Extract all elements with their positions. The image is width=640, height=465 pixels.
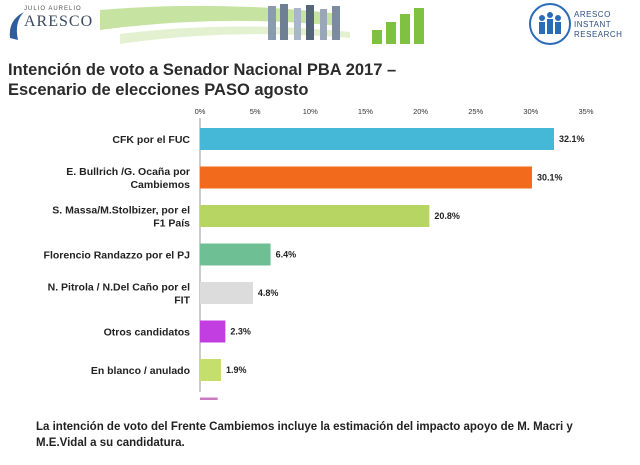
data-label: 6.4% [276,250,297,260]
data-label: 32.1% [559,134,585,144]
category-label: En blanco / anulado [91,365,190,377]
bar [200,243,271,266]
x-tick-label: 30% [523,107,538,116]
logo-right-line3: RESEARCH [574,30,623,39]
category-label: E. Bullrich /G. Ocaña por [66,166,190,178]
swoosh-icon [9,12,24,40]
instant-research-logo: ARESCO INSTANT RESEARCH [528,2,634,46]
x-tick-label: 20% [413,107,428,116]
chart-title: Intención de voto a Senador Nacional PBA… [8,60,568,100]
bar [200,359,221,381]
category-label: Otros candidatos [104,327,191,339]
category-label: F1 País [153,218,190,230]
bar-chart: 0% 5% 10% 15% 20% 25% 30% 35% 32.1% CFK por el FU… [44,107,594,400]
bar [200,205,430,227]
footnote: La intención de voto del Frente Cambiemo… [36,421,573,449]
category-label: Florencio Randazzo por el PJ [44,250,191,262]
chart-title-line1: Intención de voto a Senador Nacional PBA… [8,61,397,79]
category-label: CFK por el FUC [112,134,190,146]
x-tick-label: 10% [303,107,318,116]
people-circle-icon [529,3,571,45]
category-label: FIT [174,295,190,307]
bar [200,128,555,150]
x-tick-label: 0% [195,107,206,116]
aresco-logo: JULIO AURELIO ARESCO [6,4,98,44]
data-label: 4.8% [258,288,279,298]
x-tick-label: 15% [358,107,373,116]
category-label: N. Pitrola / N.Del Caño por el [48,282,190,294]
bars-decoration [372,8,424,44]
bar [200,320,226,343]
header-banner [100,4,424,44]
category-label: S. Massa/M.Stolbizer, por el [52,205,190,217]
data-label: 30.1% [537,173,563,183]
x-tick-label: 5% [250,107,261,116]
data-label: 2.3% [230,327,251,337]
bar [200,166,532,189]
x-tick-label: 35% [578,107,593,116]
logo-right-line1: ARESCO [574,10,611,19]
bar [200,282,253,304]
data-label: 1.9% [226,365,247,375]
bar [200,397,218,400]
category-label: Cambiemos [130,179,190,191]
logo-small-text: JULIO AURELIO [24,6,82,12]
people-illustration [268,4,340,40]
header: JULIO AURELIO ARESCO [0,0,640,52]
logo-big-text: ARESCO [24,13,94,30]
x-tick-label: 25% [468,107,483,116]
data-label: 20.8% [434,211,460,221]
logo-right-line2: INSTANT [574,20,612,29]
chart-title-line2: Escenario de elecciones PASO agosto [8,81,309,99]
